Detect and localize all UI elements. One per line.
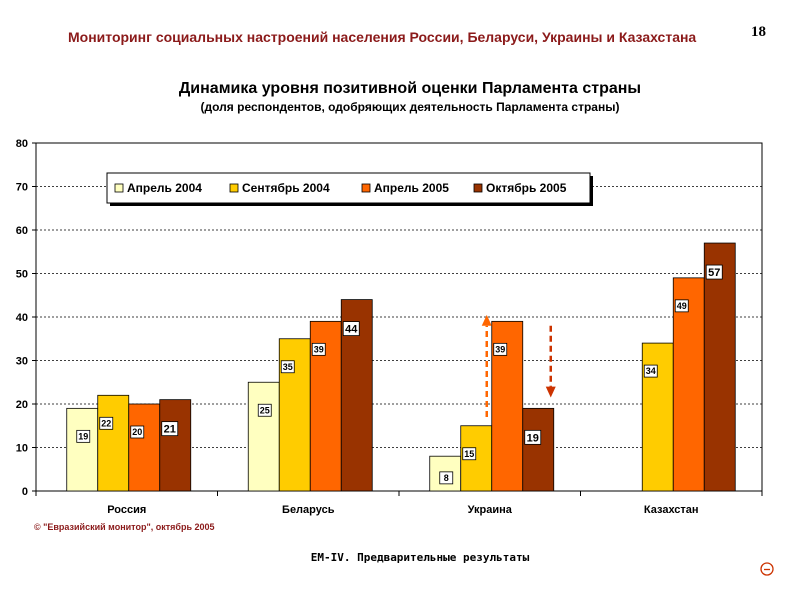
data-label-box xyxy=(524,429,542,445)
y-tick-label: 20 xyxy=(16,399,28,411)
annotation-arrowhead-down xyxy=(545,386,556,398)
data-label-box xyxy=(493,342,508,356)
legend-label: Апрель 2004 xyxy=(127,181,202,195)
legend-label: Октябрь 2005 xyxy=(486,181,567,195)
y-tick-label: 0 xyxy=(22,486,28,498)
data-label-box xyxy=(99,416,114,430)
legend-swatch xyxy=(229,183,239,193)
data-label-box xyxy=(462,447,477,461)
y-tick-label: 30 xyxy=(16,356,28,368)
x-tick-label: Казахстан xyxy=(644,504,699,516)
data-label: 34 xyxy=(646,366,656,376)
copyright-note: © "Евразийский монитор", октябрь 2005 xyxy=(34,522,215,532)
report-header-title: Мониторинг социальных настроений населен… xyxy=(68,29,697,45)
bar-Казахстан-3 xyxy=(703,242,736,492)
y-tick-label: 10 xyxy=(16,443,28,455)
x-tick-label: Беларусь xyxy=(282,504,335,516)
legend-swatch xyxy=(114,183,124,193)
bar-Россия-3 xyxy=(159,399,192,492)
y-tick-label: 60 xyxy=(16,225,28,237)
bar-Беларусь-0 xyxy=(247,381,280,492)
data-label-box xyxy=(311,342,326,356)
x-tick-label: Украина xyxy=(468,504,513,516)
data-label-box xyxy=(76,429,91,443)
legend xyxy=(106,172,591,204)
data-label: 39 xyxy=(495,344,505,354)
data-label: 44 xyxy=(345,324,358,336)
data-label-box xyxy=(674,299,689,313)
data-label-box xyxy=(257,403,272,417)
legend-swatch xyxy=(361,183,371,193)
data-label-box xyxy=(342,321,360,337)
bar-Россия-0 xyxy=(66,407,99,492)
data-label-box xyxy=(130,425,145,439)
bar-Украина-3 xyxy=(522,407,555,492)
data-label: 49 xyxy=(677,301,687,311)
footer-note: EM-IV. Предварительные результаты xyxy=(310,551,530,564)
data-label: 21 xyxy=(164,424,176,436)
y-tick-label: 80 xyxy=(16,138,28,150)
y-tick-label: 40 xyxy=(16,312,28,324)
data-label-box xyxy=(705,264,723,280)
data-label: 57 xyxy=(708,267,720,279)
data-label: 25 xyxy=(260,405,270,415)
data-label: 19 xyxy=(78,431,88,441)
data-label-box xyxy=(643,364,658,378)
legend-swatch xyxy=(473,183,483,193)
data-label: 20 xyxy=(132,427,142,437)
data-label: 19 xyxy=(527,432,539,444)
chart-title: Динамика уровня позитивной оценки Парлам… xyxy=(178,80,642,97)
circle-minus-icon[interactable] xyxy=(760,562,774,576)
bar-Россия-1 xyxy=(97,394,130,492)
data-label: 15 xyxy=(464,449,474,459)
data-label-box xyxy=(161,421,179,437)
page-number: 18 xyxy=(751,24,766,40)
annotation-arrowhead-up xyxy=(481,314,492,326)
y-tick-label: 50 xyxy=(16,269,28,281)
x-tick-label: Россия xyxy=(107,504,146,516)
legend-label: Сентябрь 2004 xyxy=(242,181,330,195)
data-label: 39 xyxy=(314,344,324,354)
data-label-box xyxy=(280,360,295,374)
data-label: 35 xyxy=(283,362,293,372)
data-label: 8 xyxy=(444,473,449,483)
chart-subtitle: (доля респондентов, одобряющих деятельно… xyxy=(200,100,620,114)
data-label-box xyxy=(439,471,454,485)
y-tick-label: 70 xyxy=(16,182,28,194)
data-label: 22 xyxy=(101,418,111,428)
bar-Россия-2 xyxy=(128,403,161,492)
legend-label: Апрель 2005 xyxy=(374,181,449,195)
